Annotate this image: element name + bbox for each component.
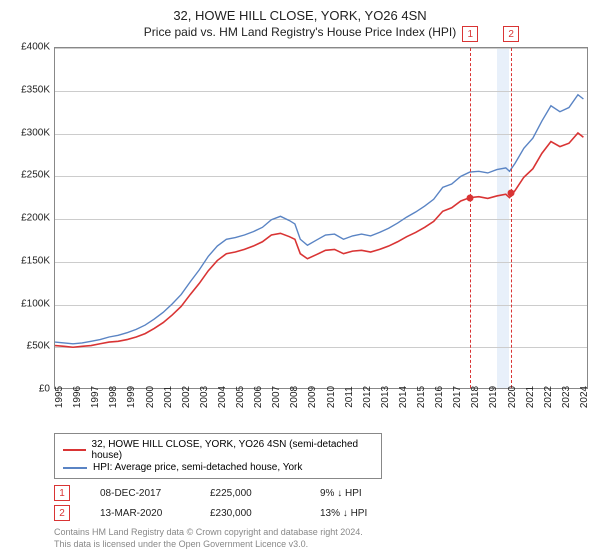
sale-vline [511,48,512,388]
legend-swatch [63,467,87,469]
sales-date: 08-DEC-2017 [100,488,180,499]
x-axis-label: 2007 [271,386,282,408]
sales-date: 13-MAR-2020 [100,508,180,519]
x-axis-label: 2015 [416,386,427,408]
sales-table: 1 08-DEC-2017 £225,000 9% ↓ HPI 2 13-MAR-2020… [54,485,588,521]
x-axis-label: 2024 [579,386,590,408]
footer-line2: This data is licensed under the Open Gov… [54,539,588,551]
x-axis-label: 2009 [307,386,318,408]
x-axis-label: 2011 [344,386,355,408]
sales-index-box: 2 [54,505,70,521]
x-axis-label: 2020 [507,386,518,408]
footer-line1: Contains HM Land Registry data © Crown c… [54,527,588,539]
x-axis-label: 2013 [380,386,391,408]
sales-index-box: 1 [54,485,70,501]
sale-marker-box: 1 [462,26,478,42]
sales-row: 1 08-DEC-2017 £225,000 9% ↓ HPI [54,485,588,501]
x-axis-label: 2022 [543,386,554,408]
chart-container: 32, HOWE HILL CLOSE, YORK, YO26 4SN Pric… [0,0,600,560]
sale-vline [470,48,471,388]
x-axis-label: 2010 [326,386,337,408]
sales-diff: 13% ↓ HPI [320,508,400,519]
x-axis-label: 1997 [90,386,101,408]
x-axis-label: 1999 [126,386,137,408]
y-axis-label: £50K [27,341,50,352]
x-axis-label: 2008 [289,386,300,408]
x-axis-label: 2003 [199,386,210,408]
legend-item: HPI: Average price, semi-detached house,… [63,462,373,473]
x-axis-label: 2019 [488,386,499,408]
x-axis-label: 1996 [72,386,83,408]
x-axis-label: 2014 [398,386,409,408]
x-axis-label: 2005 [235,386,246,408]
series-hpi [55,95,583,344]
series-property [55,133,583,347]
x-axis-label: 2004 [217,386,228,408]
sales-row: 2 13-MAR-2020 £230,000 13% ↓ HPI [54,505,588,521]
x-axis-label: 1998 [108,386,119,408]
x-axis-label: 2000 [145,386,156,408]
sales-price: £225,000 [210,488,290,499]
chart-title: 32, HOWE HILL CLOSE, YORK, YO26 4SN [12,8,588,23]
chart-subtitle: Price paid vs. HM Land Registry's House … [12,25,588,39]
y-axis-label: £0 [39,384,50,395]
chart-area: 12 £0£50K£100K£150K£200K£250K£300K£350K£… [12,47,588,427]
legend-swatch [63,449,86,451]
x-axis-label: 1995 [54,386,65,408]
line-svg [55,48,587,388]
y-axis-label: £250K [21,170,50,181]
x-axis-label: 2018 [470,386,481,408]
footer: Contains HM Land Registry data © Crown c… [54,527,588,550]
legend-item: 32, HOWE HILL CLOSE, YORK, YO26 4SN (sem… [63,439,373,461]
y-axis-label: £300K [21,127,50,138]
sale-marker [508,190,515,197]
legend-label: 32, HOWE HILL CLOSE, YORK, YO26 4SN (sem… [92,439,373,461]
sales-price: £230,000 [210,508,290,519]
y-axis-label: £150K [21,255,50,266]
y-axis-label: £350K [21,84,50,95]
x-axis-label: 2002 [181,386,192,408]
legend-label: HPI: Average price, semi-detached house,… [93,462,302,473]
sales-diff: 9% ↓ HPI [320,488,400,499]
x-axis-label: 2023 [561,386,572,408]
legend: 32, HOWE HILL CLOSE, YORK, YO26 4SN (sem… [54,433,382,479]
x-axis-label: 2016 [434,386,445,408]
y-axis-label: £100K [21,298,50,309]
y-axis-label: £200K [21,213,50,224]
y-axis-label: £400K [21,42,50,53]
x-axis-label: 2021 [525,386,536,408]
x-axis-label: 2012 [362,386,373,408]
plot-box: 12 [54,47,588,389]
sale-marker [467,194,474,201]
x-axis-label: 2017 [452,386,463,408]
x-axis-label: 2006 [253,386,264,408]
x-axis-label: 2001 [163,386,174,408]
sale-marker-box: 2 [503,26,519,42]
